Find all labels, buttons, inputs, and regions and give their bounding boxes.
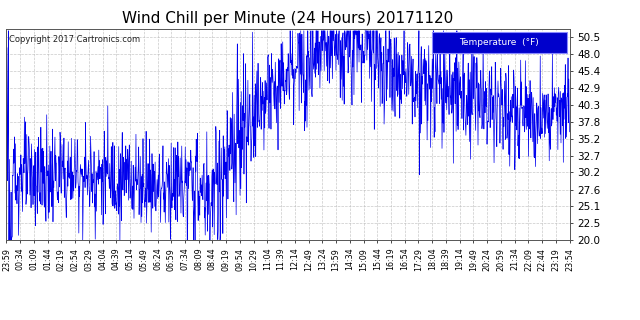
Text: Temperature  (°F): Temperature (°F) xyxy=(460,38,539,47)
FancyBboxPatch shape xyxy=(431,32,567,53)
Text: Copyright 2017 Cartronics.com: Copyright 2017 Cartronics.com xyxy=(9,35,140,44)
Title: Wind Chill per Minute (24 Hours) 20171120: Wind Chill per Minute (24 Hours) 2017112… xyxy=(122,11,454,26)
